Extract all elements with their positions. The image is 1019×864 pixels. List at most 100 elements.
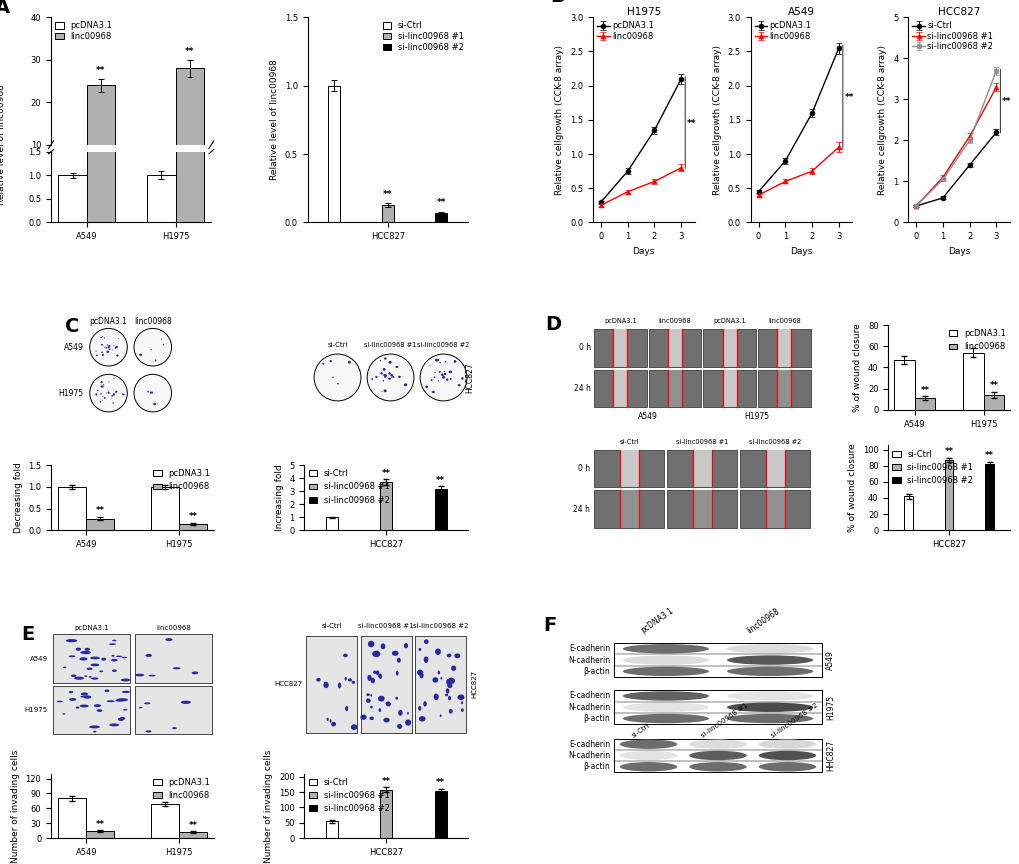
Text: 24 h: 24 h — [574, 384, 590, 393]
Ellipse shape — [425, 385, 428, 388]
Ellipse shape — [180, 701, 191, 704]
Text: si-Ctrl: si-Ctrl — [619, 439, 639, 445]
Bar — [984, 464, 994, 530]
Text: 0 h: 0 h — [578, 464, 589, 473]
Ellipse shape — [367, 354, 414, 401]
Ellipse shape — [689, 751, 746, 760]
Ellipse shape — [620, 751, 677, 760]
Ellipse shape — [438, 371, 440, 373]
Ellipse shape — [434, 372, 435, 373]
Bar — [87, 518, 114, 530]
Ellipse shape — [102, 354, 104, 356]
Text: si-Ctrl: si-Ctrl — [321, 623, 341, 629]
Ellipse shape — [135, 674, 145, 677]
Ellipse shape — [75, 707, 79, 708]
Text: HCC827: HCC827 — [274, 682, 302, 688]
Bar — [914, 398, 934, 410]
Ellipse shape — [437, 670, 439, 675]
X-axis label: Days: Days — [632, 247, 654, 256]
Text: **: ** — [436, 199, 445, 207]
Ellipse shape — [107, 346, 110, 348]
Ellipse shape — [391, 651, 398, 656]
Ellipse shape — [448, 371, 451, 373]
Ellipse shape — [449, 378, 451, 380]
Legend: pcDNA3.1, linc00968: pcDNA3.1, linc00968 — [596, 22, 653, 41]
Text: **: ** — [988, 381, 998, 391]
Ellipse shape — [63, 666, 66, 668]
Ellipse shape — [111, 655, 114, 657]
Bar — [435, 213, 446, 222]
Bar — [757, 329, 810, 366]
Text: pcDNA3.1: pcDNA3.1 — [638, 607, 675, 635]
Ellipse shape — [147, 391, 149, 392]
Bar — [612, 329, 627, 366]
Ellipse shape — [101, 658, 106, 661]
Text: C: C — [64, 317, 78, 336]
Ellipse shape — [391, 376, 394, 378]
Ellipse shape — [461, 708, 464, 712]
X-axis label: Days: Days — [947, 247, 969, 256]
Text: si-linc00968 #1: si-linc00968 #1 — [700, 702, 749, 740]
Y-axis label: Decreasing fold: Decreasing fold — [13, 462, 22, 533]
Legend: si-Ctrl, si-linc00968 #1, si-linc00968 #2: si-Ctrl, si-linc00968 #1, si-linc00968 #… — [911, 22, 993, 51]
Ellipse shape — [329, 719, 331, 723]
Ellipse shape — [139, 707, 143, 708]
Bar — [87, 0, 115, 223]
Bar — [893, 360, 914, 410]
Ellipse shape — [115, 699, 123, 702]
Text: si-linc00968 #2: si-linc00968 #2 — [769, 702, 818, 740]
Ellipse shape — [108, 345, 110, 347]
Text: F: F — [542, 617, 555, 635]
Text: **: ** — [184, 48, 195, 56]
Ellipse shape — [388, 361, 391, 364]
Ellipse shape — [121, 393, 122, 395]
Ellipse shape — [439, 715, 441, 717]
Ellipse shape — [118, 718, 123, 721]
Ellipse shape — [172, 667, 180, 670]
Ellipse shape — [381, 391, 382, 392]
Ellipse shape — [150, 391, 152, 394]
Text: **: ** — [189, 821, 198, 829]
Ellipse shape — [727, 644, 812, 653]
Ellipse shape — [385, 702, 390, 706]
Ellipse shape — [623, 691, 708, 701]
Bar — [434, 791, 446, 838]
Text: N-cadherin: N-cadherin — [568, 702, 609, 712]
Text: H1975: H1975 — [825, 695, 835, 720]
Ellipse shape — [151, 391, 153, 394]
Bar — [765, 450, 784, 487]
Ellipse shape — [337, 683, 340, 689]
Text: A549: A549 — [63, 343, 84, 352]
Ellipse shape — [419, 673, 423, 678]
Text: linc00968: linc00968 — [744, 607, 781, 635]
Text: si-linc00968 #1: si-linc00968 #1 — [676, 439, 728, 445]
Ellipse shape — [100, 393, 102, 395]
Bar — [703, 329, 755, 366]
Legend: si-Ctrl, si-linc00968 #1, si-linc00968 #2: si-Ctrl, si-linc00968 #1, si-linc00968 #… — [382, 22, 464, 52]
Ellipse shape — [123, 709, 127, 710]
Ellipse shape — [366, 698, 370, 703]
Ellipse shape — [440, 373, 443, 376]
Ellipse shape — [395, 696, 397, 700]
Ellipse shape — [423, 657, 428, 663]
Ellipse shape — [758, 751, 815, 760]
Legend: si-Ctrl, si-linc00968 #1, si-linc00968 #2: si-Ctrl, si-linc00968 #1, si-linc00968 #… — [892, 449, 972, 485]
Bar — [58, 175, 87, 223]
Bar — [648, 370, 700, 407]
Text: HCC827: HCC827 — [471, 670, 477, 698]
Ellipse shape — [322, 363, 324, 365]
Ellipse shape — [85, 648, 90, 651]
Ellipse shape — [433, 376, 435, 378]
Ellipse shape — [104, 337, 105, 339]
Bar — [136, 634, 212, 683]
Ellipse shape — [108, 349, 110, 350]
Text: pcDNA3.1: pcDNA3.1 — [603, 318, 636, 324]
Bar — [982, 395, 1004, 410]
Ellipse shape — [727, 656, 812, 664]
Bar — [944, 460, 953, 530]
Text: linc00968: linc00968 — [133, 317, 171, 327]
Y-axis label: Relative cellgrowth (CCK-8 array): Relative cellgrowth (CCK-8 array) — [712, 45, 721, 195]
Ellipse shape — [404, 384, 407, 386]
Ellipse shape — [144, 702, 150, 704]
Ellipse shape — [620, 740, 677, 749]
